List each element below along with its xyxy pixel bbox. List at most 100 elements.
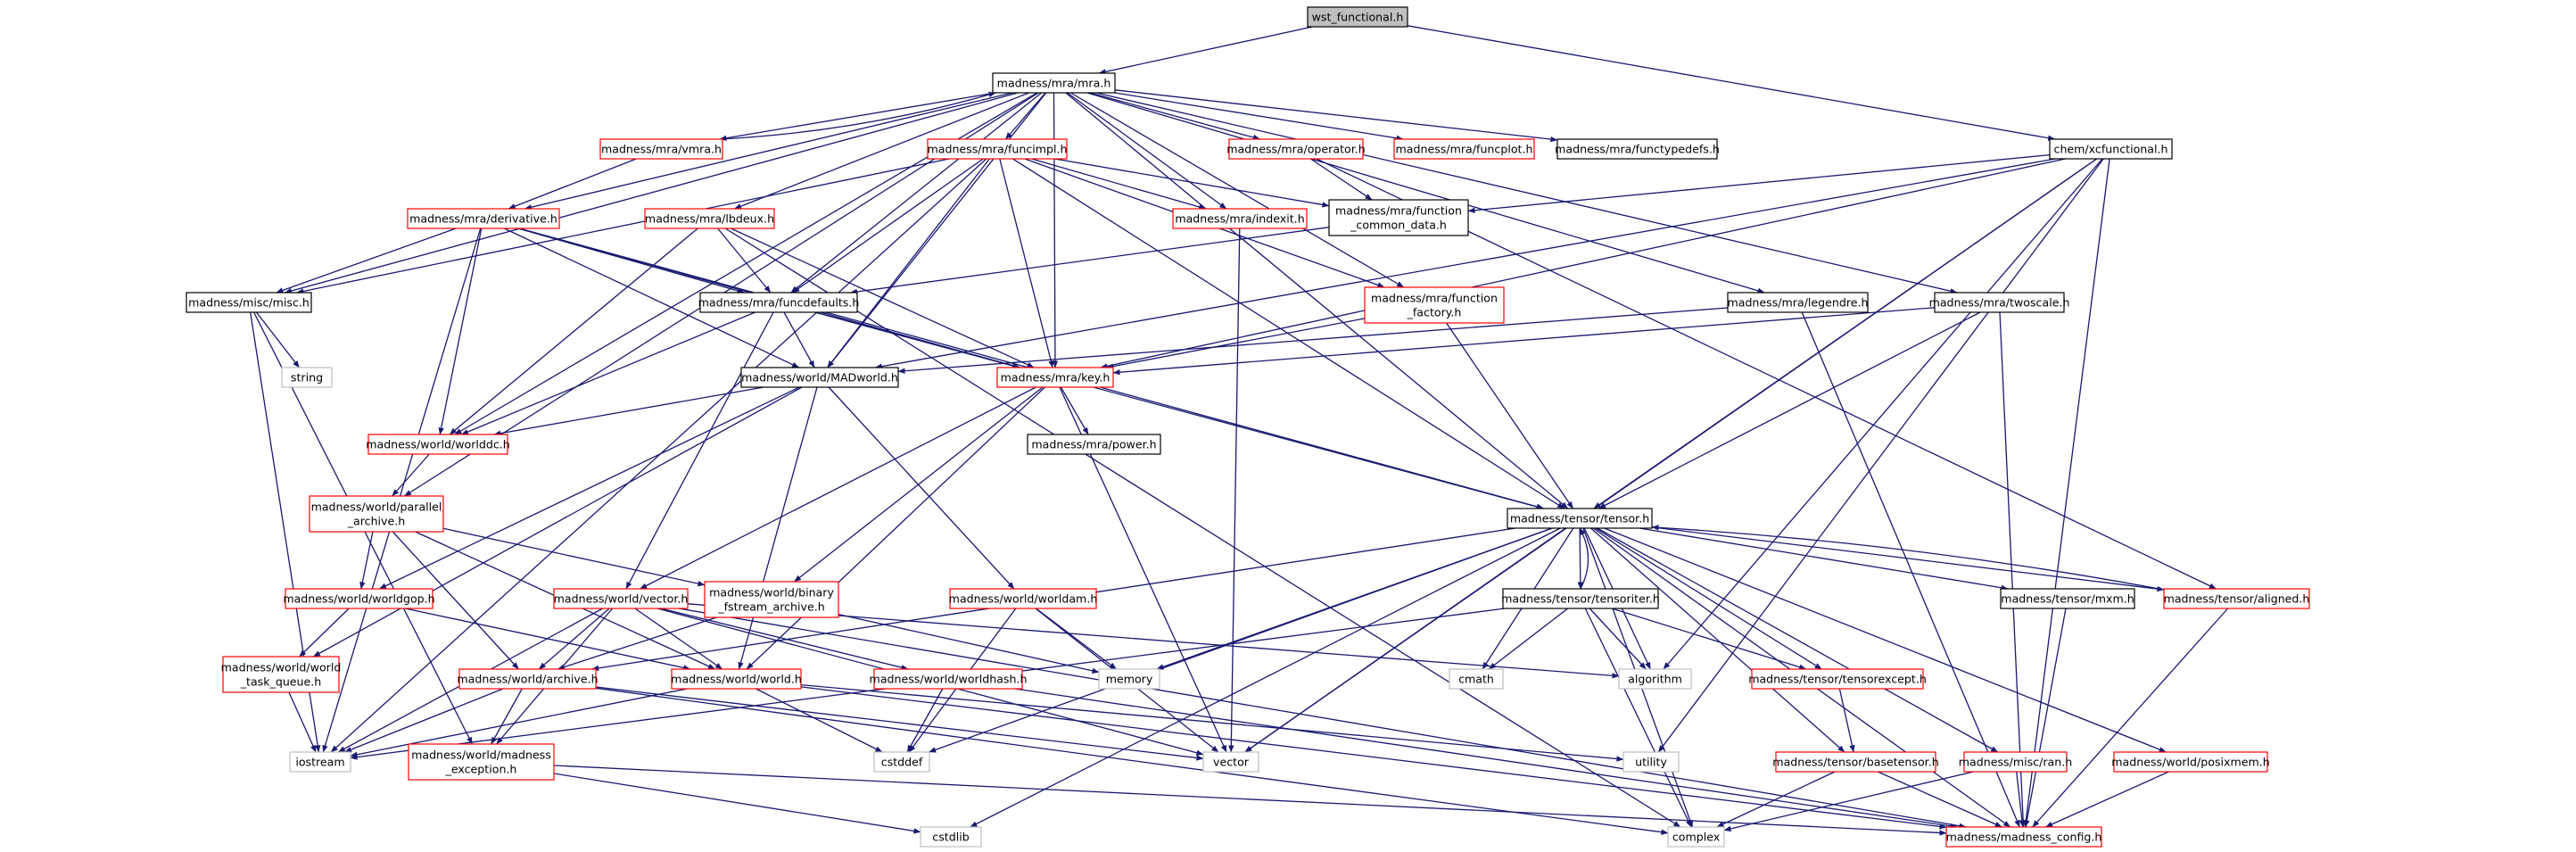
node-misc[interactable]: madness/misc/misc.h [186,292,312,313]
node-posixmem[interactable]: madness/world/posixmem.h [2111,751,2270,773]
node-label: madness/tensor/tensorexcept.h [1748,673,1927,686]
node-box [1618,668,1692,690]
node-box [408,743,555,781]
node-box [1667,826,1725,848]
edge-lbdeux-to-complex [724,227,1681,828]
edge-lbdeux-to-funcdefaults [717,227,772,294]
node-algorithm: algorithm [1618,668,1692,690]
edge-mra-to-key [1052,92,1059,368]
node-label: madness/mra/derivative.h [409,212,557,226]
edge-funcdefaults-to-wvector [625,311,774,590]
node-box [1963,751,2068,773]
edge-twoscale-to-tensor [1598,311,1981,509]
node-functypedefs[interactable]: madness/mra/functypedefs.h [1555,138,1720,160]
node-box [699,292,858,313]
node-label: madness/mra/funcdefaults.h [698,296,860,310]
edge-mra-to-lbdeux [734,92,1029,210]
node-worldam[interactable]: madness/world/worldam.h [949,588,1098,609]
node-box [1098,668,1160,690]
node-box [222,656,340,693]
node-power[interactable]: madness/mra/power.h [1027,434,1161,455]
edge-funcimpl-to-indexit [1031,158,1206,210]
node-box [1502,588,1659,609]
edge-tensoriter-to-algorithm [1589,608,1647,670]
node-box [1727,292,1869,313]
node-label: madness/mra/legendre.h [1727,296,1868,310]
node-key[interactable]: madness/mra/key.h [996,367,1114,388]
edge-tensor-to-cstddef [929,527,1553,753]
node-function_common_data[interactable]: madness/mra/function_common_data.h [1328,199,1469,236]
node-worldgop[interactable]: madness/world/worldgop.h [283,588,435,609]
node-madworld[interactable]: madness/world/MADworld.h [740,367,899,388]
node-tensor[interactable]: madness/tensor/tensor.h [1507,508,1653,529]
node-worlddc[interactable]: madness/world/worlddc.h [366,434,510,455]
node-derivative[interactable]: madness/mra/derivative.h [407,208,560,229]
node-label: memory [1106,673,1153,686]
node-box [1945,826,2102,848]
node-wvector[interactable]: madness/world/vector.h [553,588,689,609]
node-funcdefaults[interactable]: madness/mra/funcdefaults.h [698,292,860,313]
node-basetensor[interactable]: madness/tensor/basetensor.h [1772,751,1939,773]
node-label: madness/tensor/tensoriter.h [1501,592,1660,606]
node-funcplot[interactable]: madness/mra/funcplot.h [1393,138,1535,160]
node-box [1328,199,1469,236]
node-box [1172,208,1308,229]
node-worldhash[interactable]: madness/world/worldhash.h [870,668,1028,690]
node-memory: memory [1098,668,1160,690]
node-label: madness/world/binary [709,586,834,600]
node-mxm[interactable]: madness/tensor/mxm.h [2000,588,2135,609]
edge-mra-to-madworld [827,92,1047,368]
edge-basetensor-to-madness_config [1877,771,2002,828]
node-mra[interactable]: madness/mra/mra.h [992,72,1116,94]
edge-key-to-power [1060,386,1089,435]
node-madness_exception[interactable]: madness/world/madness_exception.h [408,743,555,781]
edge-xcfunctional-to-utility [1657,158,2104,753]
node-label: _common_data.h [1350,219,1447,232]
edge-indexit-to-vector [1228,227,1241,753]
node-madness_config[interactable]: madness/madness_config.h [1945,826,2102,848]
node-box [458,668,597,690]
node-box [553,588,689,609]
node-funcimpl[interactable]: madness/mra/funcimpl.h [927,138,1068,160]
edge-parallel_archive-to-worldgop [359,531,374,590]
node-aligned[interactable]: madness/tensor/aligned.h [2163,588,2310,609]
edge-mra-to-twoscale [1095,92,1958,294]
node-vmra[interactable]: madness/mra/vmra.h [599,138,723,160]
node-box [2113,751,2268,773]
node-legendre[interactable]: madness/mra/legendre.h [1727,292,1869,313]
node-cstddef: cstddef [873,751,930,773]
node-function_factory[interactable]: madness/mra/function_factory.h [1364,286,1505,324]
node-twoscale[interactable]: madness/mra/twoscale.h [1929,292,2070,313]
node-box [1449,668,1504,690]
node-label: algorithm [1628,673,1682,686]
node-xcfunctional[interactable]: chem/xcfunctional.h [2049,138,2173,160]
node-tensoriter[interactable]: madness/tensor/tensoriter.h [1501,588,1660,609]
edge-wvector-to-madness_config [678,608,1967,829]
node-binary_fstream[interactable]: madness/world/binary_fstream_archive.h [704,581,839,618]
node-world[interactable]: madness/world/world.h [671,668,802,690]
node-box [309,495,444,533]
edge-aligned-to-tensor [1651,525,2165,591]
node-label: cstddef [881,756,923,769]
node-string: string [281,367,333,388]
node-operator[interactable]: madness/mra/operator.h [1226,138,1366,160]
node-ran[interactable]: madness/misc/ran.h [1959,751,2072,773]
edge-operator-to-function_common_data [1310,158,1373,201]
node-box [367,434,508,455]
edge-world-to-cstddef [755,688,883,753]
node-wst_functional[interactable]: wst_functional.h [1307,6,1408,28]
edge-legendre-to-madness_config [1801,311,2020,828]
node-parallel_archive[interactable]: madness/world/parallel_archive.h [309,495,444,533]
node-indexit[interactable]: madness/mra/indexit.h [1172,208,1308,229]
node-tensorexcept[interactable]: madness/tensor/tensorexcept.h [1748,668,1927,690]
node-lbdeux[interactable]: madness/mra/lbdeux.h [644,208,775,229]
edge-madworld-to-worlddc [493,386,764,436]
node-complex: complex [1667,826,1725,848]
node-world_task_queue[interactable]: madness/world/world_task_queue.h [221,656,342,693]
node-archive[interactable]: madness/world/archive.h [457,668,599,690]
node-box [704,581,839,618]
edge-archive-to-vector [595,686,1204,761]
node-label: madness/misc/misc.h [188,296,310,310]
node-label: madness/mra/funcimpl.h [927,143,1067,156]
edge-derivative-to-madworld [504,227,800,368]
